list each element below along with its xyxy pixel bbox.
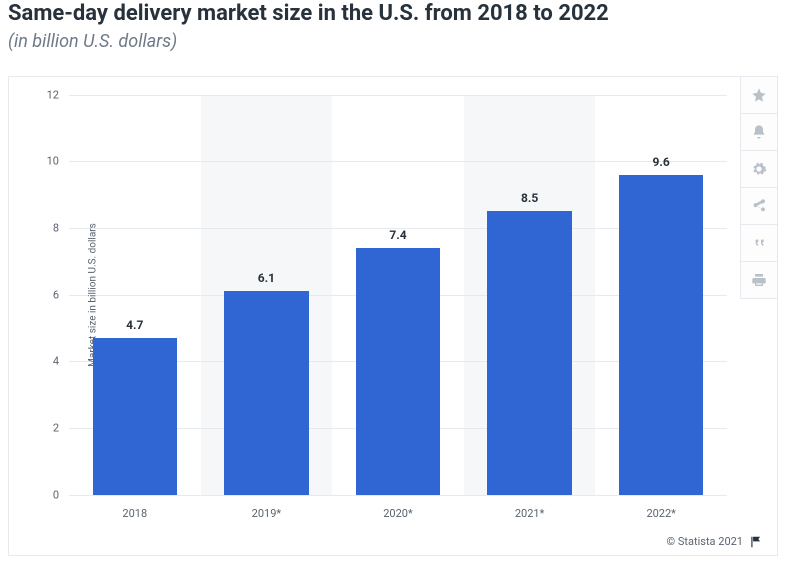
- bar-slot: 4.72018: [69, 95, 201, 495]
- chart-container: 024681012 Market size in billion U.S. do…: [8, 76, 778, 556]
- favorite-button[interactable]: [740, 76, 778, 114]
- settings-button[interactable]: [740, 150, 778, 188]
- bar-value-label: 7.4: [389, 228, 406, 242]
- chart-toolbar: [740, 76, 778, 298]
- bell-icon: [751, 124, 767, 140]
- cite-button[interactable]: [740, 224, 778, 262]
- chart-footer: © Statista 2021: [667, 535, 763, 549]
- share-icon: [751, 198, 767, 214]
- bar-slot: 7.42020*: [332, 95, 464, 495]
- x-tick-label: 2020*: [383, 507, 412, 520]
- bar[interactable]: [487, 211, 571, 494]
- star-icon: [751, 87, 767, 103]
- page-title: Same-day delivery market size in the U.S…: [8, 0, 778, 29]
- bar-value-label: 4.7: [126, 318, 143, 332]
- y-tick-label: 6: [53, 288, 69, 301]
- x-tick-label: 2022*: [646, 507, 675, 520]
- print-icon: [751, 272, 767, 288]
- flag-icon: [749, 535, 763, 549]
- gear-icon: [751, 161, 767, 177]
- y-tick-label: 12: [47, 88, 69, 101]
- page-subtitle: (in billion U.S. dollars): [8, 31, 778, 52]
- x-tick-label: 2021*: [515, 507, 544, 520]
- plot-area: 024681012 Market size in billion U.S. do…: [69, 95, 727, 495]
- bar-slot: 9.62022*: [595, 95, 727, 495]
- chart-header: Same-day delivery market size in the U.S…: [0, 0, 786, 58]
- share-button[interactable]: [740, 187, 778, 225]
- y-tick-label: 10: [47, 155, 69, 168]
- y-tick-label: 4: [53, 355, 69, 368]
- y-tick-label: 8: [53, 221, 69, 234]
- y-tick-label: 2: [53, 421, 69, 434]
- x-tick-label: 2019*: [252, 507, 281, 520]
- bar[interactable]: [619, 175, 703, 495]
- bar-value-label: 9.6: [653, 155, 670, 169]
- gridline: [69, 495, 727, 496]
- bars-group: 4.720186.12019*7.42020*8.52021*9.62022*: [69, 95, 727, 495]
- copyright-text: © Statista 2021: [667, 535, 743, 548]
- x-tick-label: 2018: [122, 507, 147, 520]
- bar[interactable]: [356, 248, 440, 495]
- bar-slot: 6.12019*: [201, 95, 333, 495]
- bar-value-label: 8.5: [521, 191, 538, 205]
- bar-slot: 8.52021*: [464, 95, 596, 495]
- quote-icon: [751, 235, 767, 251]
- bar-value-label: 6.1: [258, 271, 275, 285]
- notify-button[interactable]: [740, 113, 778, 151]
- print-button[interactable]: [740, 261, 778, 299]
- bar[interactable]: [93, 338, 177, 495]
- y-tick-label: 0: [53, 488, 69, 501]
- bar[interactable]: [224, 291, 308, 494]
